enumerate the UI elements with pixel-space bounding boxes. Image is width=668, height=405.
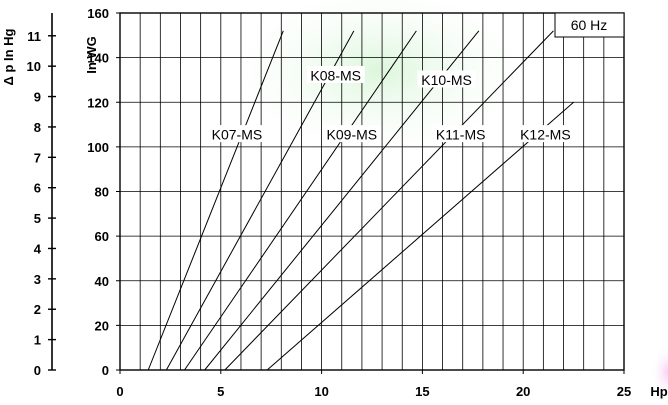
series-line xyxy=(184,30,417,371)
series-label: K10-MS xyxy=(421,72,472,88)
y2-tick-label: 4 xyxy=(34,241,42,256)
series-label: K07-MS xyxy=(212,127,263,143)
series-label: K12-MS xyxy=(520,127,571,143)
background-glow xyxy=(650,344,668,400)
y-axis-title: In WG xyxy=(84,36,99,74)
series-label: K09-MS xyxy=(327,127,378,143)
x-tick-label: 20 xyxy=(516,384,530,399)
x-tick-label: 15 xyxy=(415,384,429,399)
y2-tick-label: 6 xyxy=(34,181,41,196)
series-label: K08-MS xyxy=(310,67,361,83)
legend-label: 60 Hz xyxy=(571,17,608,33)
y2-tick-label: 2 xyxy=(34,302,41,317)
x-tick-label: 5 xyxy=(217,384,224,399)
series-label-background xyxy=(207,125,266,143)
y2-tick-label: 1 xyxy=(34,333,41,348)
series-line xyxy=(147,30,284,371)
y-tick-label: 120 xyxy=(87,95,109,110)
series-label: K11-MS xyxy=(436,127,486,143)
y2-tick-label: 9 xyxy=(34,90,41,105)
legend-box xyxy=(554,12,625,38)
y2-tick-label: 3 xyxy=(34,272,41,287)
y2-tick-label: 0 xyxy=(34,363,41,378)
y2-tick-label: 5 xyxy=(34,211,41,226)
y-tick-label: 100 xyxy=(87,140,109,155)
y-tick-label: 140 xyxy=(87,51,109,66)
y2-axis-title: Δ p In Hg xyxy=(1,28,16,85)
y2-tick-label: 10 xyxy=(27,59,41,74)
series-label-background xyxy=(516,125,575,143)
y2-tick-label: 7 xyxy=(34,150,41,165)
series-line xyxy=(224,30,554,371)
series-label-background xyxy=(322,125,381,143)
x-tick-label: 10 xyxy=(314,384,328,399)
y-tick-label: 60 xyxy=(95,229,109,244)
y-tick-label: 0 xyxy=(102,363,109,378)
x-tick-label: 25 xyxy=(617,384,631,399)
y-tick-label: 160 xyxy=(87,6,109,21)
y-tick-label: 80 xyxy=(95,185,109,200)
y-tick-label: 20 xyxy=(95,318,109,333)
series-label-background xyxy=(431,125,490,143)
series-label-background xyxy=(306,65,365,83)
x-tick-label: 0 xyxy=(116,384,123,399)
y2-tick-label: 8 xyxy=(34,120,41,135)
y-tick-label: 40 xyxy=(95,274,109,289)
series-line xyxy=(165,30,355,371)
axes xyxy=(48,12,625,374)
y2-tick-label: 11 xyxy=(27,29,41,44)
plot-background xyxy=(210,0,668,400)
series-label-background xyxy=(417,70,476,88)
background-glow xyxy=(210,0,550,165)
x-axis-title: Hp xyxy=(650,384,667,399)
series-line xyxy=(266,101,574,371)
